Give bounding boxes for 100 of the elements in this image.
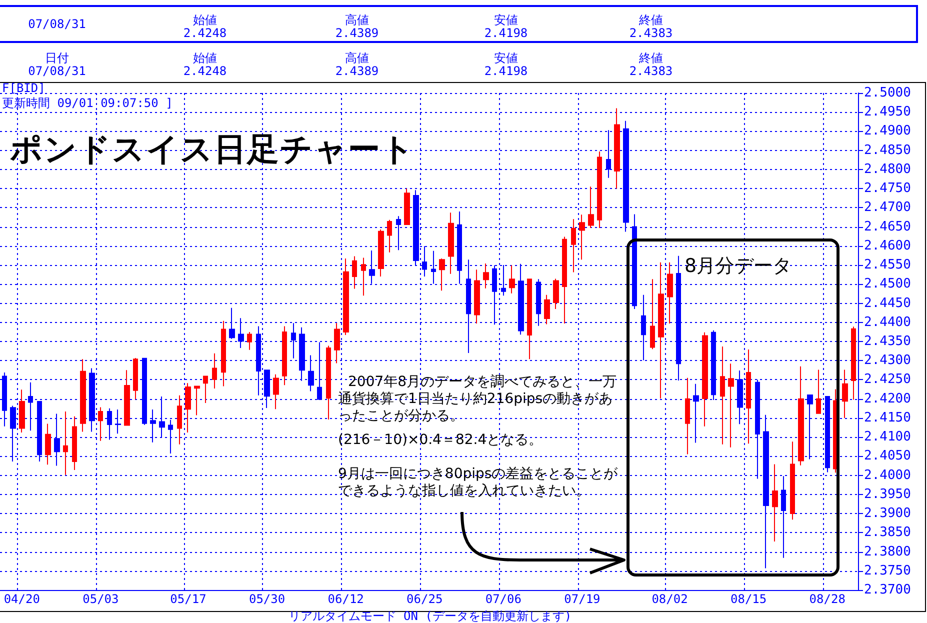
candlestick (98, 406, 103, 442)
candlestick (588, 186, 594, 228)
y-tick-label: 2.4700 (864, 200, 911, 216)
y-tick-label: 2.3700 (864, 582, 911, 598)
candlestick (45, 423, 51, 466)
y-tick-label: 2.4200 (864, 391, 911, 406)
y-tick-label: 2.3800 (864, 544, 911, 560)
y-tick-label: 2.3900 (864, 506, 911, 522)
candlestick (658, 262, 664, 399)
text: 高値 2.4389 (335, 51, 379, 78)
annotation: 2007年8月のデータを調べてみると、一万通貨換算で1日当たり約216pipsの動きがあったことが分かる。 (338, 374, 618, 425)
candlestick (185, 382, 191, 433)
candlestick (685, 377, 690, 455)
candlestick (133, 357, 138, 400)
candlestick (212, 352, 217, 390)
x-tick-label: 05/30 (248, 592, 286, 606)
candlestick (728, 363, 734, 448)
x-tick-label: 08/28 (809, 592, 846, 606)
candlestick (579, 214, 585, 260)
candlestick (851, 326, 856, 400)
y-tick-label: 2.4250 (864, 372, 911, 388)
text: 始値 2.4248 (183, 51, 227, 78)
candlestick (553, 278, 559, 310)
text: 日付 07/08/31 (28, 51, 86, 78)
y-tick-label: 2.4450 (864, 296, 911, 311)
x-tick-label: 04/20 (4, 592, 40, 606)
y-tick-label: 2.4350 (864, 334, 911, 349)
annotation: F[BID] (2, 81, 46, 95)
annotation: 8月分データ (684, 255, 792, 277)
y-tick-label: 2.4150 (864, 410, 911, 426)
candlestick (667, 262, 673, 324)
text: 07/08/31 (28, 17, 86, 31)
candlestick (509, 264, 515, 294)
text: 終値 2.4383 (629, 13, 673, 40)
text: 安値 2.4198 (484, 13, 528, 40)
candlestick (273, 374, 279, 410)
candlestick (343, 258, 349, 336)
text: 安値 2.4198 (484, 51, 528, 78)
candlestick (326, 345, 331, 420)
candlestick (404, 188, 410, 226)
candlestick (597, 150, 602, 228)
x-tick-label: 08/15 (730, 592, 767, 606)
y-tick-label: 2.4500 (864, 276, 911, 292)
candlestick (527, 278, 532, 360)
candlestick (247, 331, 252, 350)
annotation: (216－10)×0.4＝82.4となる。 (338, 432, 544, 449)
candlestick (816, 369, 821, 414)
candlestick (194, 386, 200, 416)
y-tick-label: 2.4750 (864, 181, 911, 196)
y-tick-label: 2.3950 (864, 486, 911, 502)
candlestick (203, 376, 208, 404)
candlestick (221, 320, 226, 387)
y-tick-label: 2.3750 (864, 563, 911, 578)
text: ポンドスイス日足チャート (10, 129, 415, 170)
candlestick (483, 263, 489, 289)
text: リアルタイムモード ON (データを自動更新します) (287, 609, 573, 623)
candlestick (746, 349, 751, 444)
candlestick (72, 416, 77, 470)
y-tick-label: 2.4550 (864, 258, 911, 273)
candlestick (124, 370, 130, 426)
y-tick-label: 2.4950 (864, 104, 911, 120)
candlestick (702, 332, 708, 427)
candlestick (80, 358, 86, 432)
candlestick (650, 278, 655, 350)
x-tick-label: 06/25 (406, 592, 443, 606)
candlestick (842, 369, 848, 418)
x-tick-label: 07/06 (485, 592, 522, 606)
y-tick-label: 2.4050 (864, 448, 911, 464)
candlestick (334, 322, 340, 364)
x-tick-label: 06/12 (328, 592, 364, 606)
y-tick-label: 2.5000 (864, 86, 911, 100)
candlestick (772, 464, 778, 542)
candlestick (614, 108, 620, 190)
x-tick-label: 07/19 (564, 592, 600, 606)
y-tick-label: 2.4100 (864, 430, 911, 445)
x-tick-label: 08/02 (652, 592, 688, 606)
y-tick-label: 2.3850 (864, 525, 911, 540)
y-tick-label: 2.4000 (864, 468, 911, 483)
candlestick (474, 269, 480, 324)
candlestick (387, 219, 392, 253)
candlestick (352, 256, 357, 290)
text: 始値 2.4248 (183, 13, 227, 40)
candlestick (562, 236, 567, 324)
candlestick (361, 257, 366, 296)
candlestick (439, 258, 445, 292)
y-tick-label: 2.4850 (864, 142, 911, 158)
candlestick (19, 389, 25, 433)
y-tick-label: 2.4900 (864, 124, 911, 139)
x-tick-label: 05/03 (82, 592, 119, 606)
y-tick-label: 2.4600 (864, 238, 911, 254)
candlestick (177, 394, 182, 445)
text: 高値 2.4389 (335, 13, 379, 40)
candlestick (798, 366, 804, 466)
y-tick-label: 2.4400 (864, 314, 911, 330)
candlestick (544, 294, 550, 325)
text: 終値 2.4383 (629, 51, 673, 78)
candlestick (720, 346, 725, 445)
y-tick-label: 2.4300 (864, 353, 911, 368)
candlestick (448, 212, 454, 274)
y-tick-label: 2.4650 (864, 219, 911, 234)
